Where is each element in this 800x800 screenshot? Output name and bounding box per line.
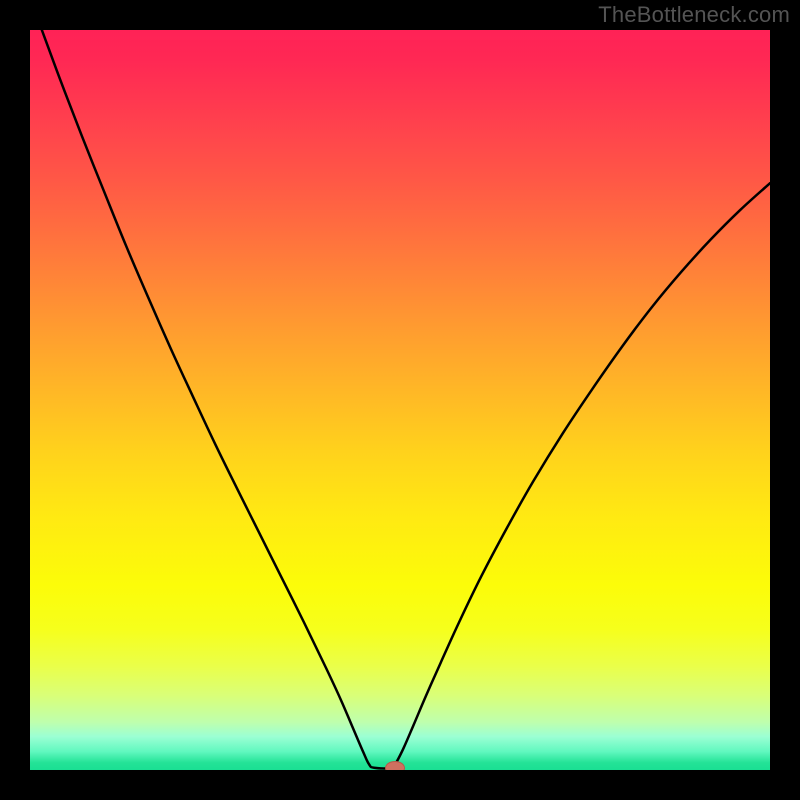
chart-container: TheBottleneck.com [0, 0, 800, 800]
optimal-point-marker [385, 761, 405, 770]
bottleneck-curve [30, 30, 770, 770]
watermark-text: TheBottleneck.com [598, 2, 790, 28]
plot-area [30, 30, 770, 770]
